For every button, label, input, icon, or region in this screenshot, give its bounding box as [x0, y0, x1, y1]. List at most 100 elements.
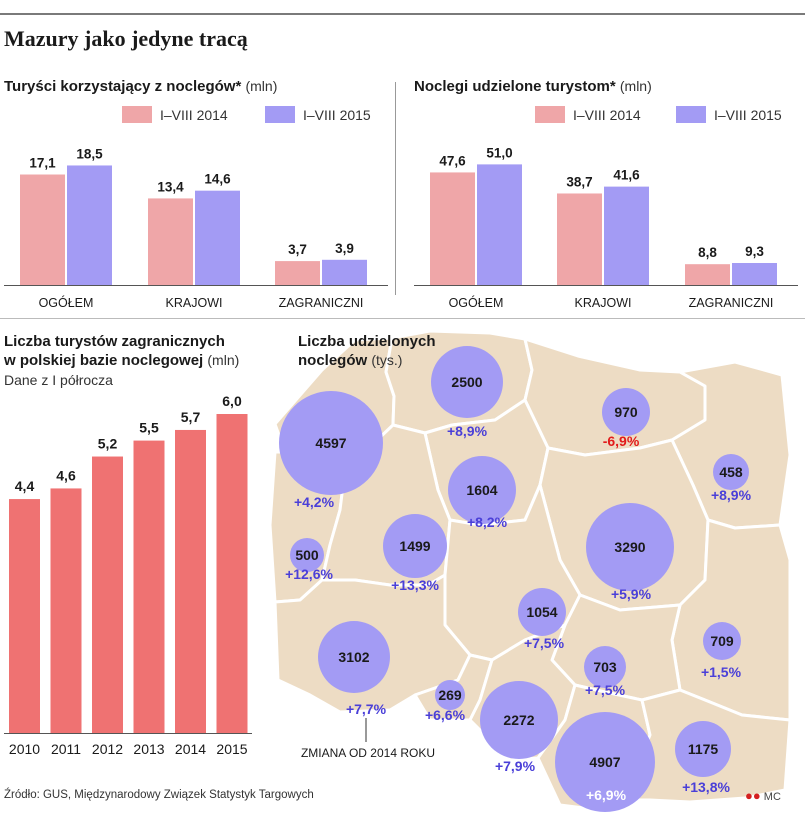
- chart2-category-label: OGÓŁEM: [449, 295, 504, 310]
- map-unit: (tys.): [371, 352, 403, 368]
- chart1-bars: 17,1 18,5 OGÓŁEM 13,4 14,6 KRAJOWI 3,7 3,9 ZAGRA…: [4, 146, 388, 310]
- section-divider: [0, 318, 805, 319]
- map-change-label: +13,8%: [682, 779, 730, 795]
- map-bubble-value: 1499: [399, 538, 430, 554]
- map-bubble: [431, 346, 503, 418]
- chart3-bar: [133, 440, 165, 733]
- map-change-label: +8,9%: [711, 487, 752, 503]
- chart1-bar-2-1: [322, 259, 367, 285]
- map-bubble-value: 3290: [614, 539, 645, 555]
- legend-swatch-2014: [535, 106, 565, 123]
- map-bubble: [713, 454, 749, 490]
- chart3-title-line1: Liczba turystów zagranicznych: [4, 333, 225, 350]
- chart3-value-label: 6,0: [222, 393, 242, 409]
- map-title-line2: noclegów (tys.): [298, 352, 402, 369]
- chart2-title-text: Noclegi udzielone turystom*: [414, 78, 616, 95]
- map-bubble-value: 4907: [589, 754, 620, 770]
- chart1-legend-2015: I–VIII 2015: [265, 106, 371, 123]
- map-change-label: +4,2%: [294, 494, 335, 510]
- chart2-bar-2-1: [732, 263, 777, 285]
- chart1-value-label: 13,4: [157, 179, 184, 194]
- chart1-value-label: 3,7: [288, 242, 307, 257]
- chart3-bar: [175, 429, 206, 733]
- credit-text: MC: [763, 791, 781, 803]
- map-bubble-value: 3102: [338, 649, 369, 665]
- chart1-bar-2-0: [275, 261, 320, 285]
- map-bubble: [435, 680, 465, 710]
- legend-label-2014: I–VIII 2014: [160, 106, 228, 123]
- chart3-year-label: 2011: [51, 741, 81, 757]
- chart3-value-label: 4,4: [15, 478, 35, 494]
- chart2-title: Noclegi udzielone turystom* (mln): [414, 78, 652, 95]
- map-change-label: -6,9%: [603, 433, 640, 449]
- map-change-label: +1,5%: [701, 664, 742, 680]
- chart3-bar: [9, 499, 40, 733]
- map-bubble: [584, 646, 626, 688]
- chart2-legend-2015: I–VIII 2015: [676, 106, 782, 123]
- map-change-label: +5,9%: [611, 586, 652, 602]
- chart2-unit: (mln): [619, 78, 652, 94]
- chart-divider: [395, 82, 396, 295]
- map-change-label: +7,5%: [585, 682, 626, 698]
- map-change-label: +7,9%: [495, 758, 536, 774]
- chart2-bar-0-0: [430, 172, 475, 285]
- chart1-bar-1-0: [148, 198, 193, 285]
- chart1-value-label: 14,6: [204, 172, 231, 187]
- map-bubble-value: 458: [719, 464, 743, 480]
- map-bubble-value: 4597: [315, 435, 346, 451]
- chart2-value-label: 8,8: [698, 245, 717, 260]
- page-title: Mazury jako jedyne tracą: [4, 26, 248, 51]
- chart3-title-line2-text: w polskiej bazie noclegowej: [4, 352, 204, 369]
- chart1-value-label: 3,9: [335, 241, 354, 256]
- chart2-value-label: 47,6: [439, 153, 466, 168]
- chart1-value-label: 18,5: [76, 146, 103, 161]
- chart3-value-label: 5,2: [98, 436, 118, 452]
- map-bubble: [586, 503, 674, 591]
- chart2-category-label: ZAGRANICZNI: [689, 296, 774, 310]
- chart3-subtitle: Dane z I półrocza: [4, 372, 113, 388]
- chart1-value-label: 17,1: [29, 156, 56, 171]
- map-bubble: [602, 388, 650, 436]
- chart2-value-label: 38,7: [566, 174, 592, 189]
- map-change-label: +12,6%: [285, 566, 333, 582]
- map-bubble-value: 970: [614, 404, 638, 420]
- chart2-bar-2-0: [685, 264, 730, 285]
- map-bubble: [318, 621, 390, 693]
- map-title-line2-text: noclegów: [298, 352, 368, 369]
- chart1-title-text: Turyści korzystający z noclegów*: [4, 78, 242, 95]
- map-bubble: [480, 681, 558, 759]
- map-change-label: +8,2%: [467, 514, 508, 530]
- map-bubble: [383, 514, 447, 578]
- top-rule: [0, 13, 805, 15]
- map-bubble-value: 1054: [526, 604, 557, 620]
- chart3-bar: [92, 456, 123, 733]
- chart3-year-label: 2012: [92, 741, 123, 757]
- chart2-value-label: 9,3: [745, 244, 764, 259]
- map-bubble: [448, 456, 516, 524]
- chart3-bar: [50, 488, 82, 733]
- chart3-year-label: 2010: [9, 741, 40, 757]
- legend-swatch-2015: [265, 106, 295, 123]
- map-change-label: +7,7%: [346, 701, 387, 717]
- map-bubble: [675, 721, 731, 777]
- chart1-bar-0-1: [67, 165, 112, 285]
- map-change-label: +13,3%: [391, 577, 439, 593]
- bubble-map: 2500 +8,9% 970 -6,9% 4597 +4,2% 458 +8,9% 1604 +8…: [268, 329, 792, 812]
- chart3-value-label: 5,7: [181, 409, 201, 425]
- source-note: Źródło: GUS, Międzynarodowy Związek Stat…: [4, 789, 314, 801]
- chart2-category-label: KRAJOWI: [575, 296, 632, 310]
- chart3-year-label: 2015: [216, 741, 247, 757]
- chart3-year-label: 2014: [175, 741, 206, 757]
- chart2-legend-2014: I–VIII 2014: [535, 106, 641, 123]
- chart3-value-label: 5,5: [139, 420, 159, 436]
- map-bubble-value: 269: [438, 687, 462, 703]
- chart3-bars: 4,4 2010 4,6 2011 5,2 2012 5,5 2013 5,7 2014 6,0 20…: [4, 393, 252, 757]
- map-bubble-value: 2272: [503, 712, 534, 728]
- map-bubble-value: 703: [593, 659, 617, 675]
- map-bubble: [279, 391, 383, 495]
- credit: ●● MC: [745, 788, 781, 803]
- chart3-year-label: 2013: [133, 741, 164, 757]
- map-bubble-value: 709: [710, 633, 734, 649]
- chart3-title-line2: w polskiej bazie noclegowej (mln): [4, 352, 239, 369]
